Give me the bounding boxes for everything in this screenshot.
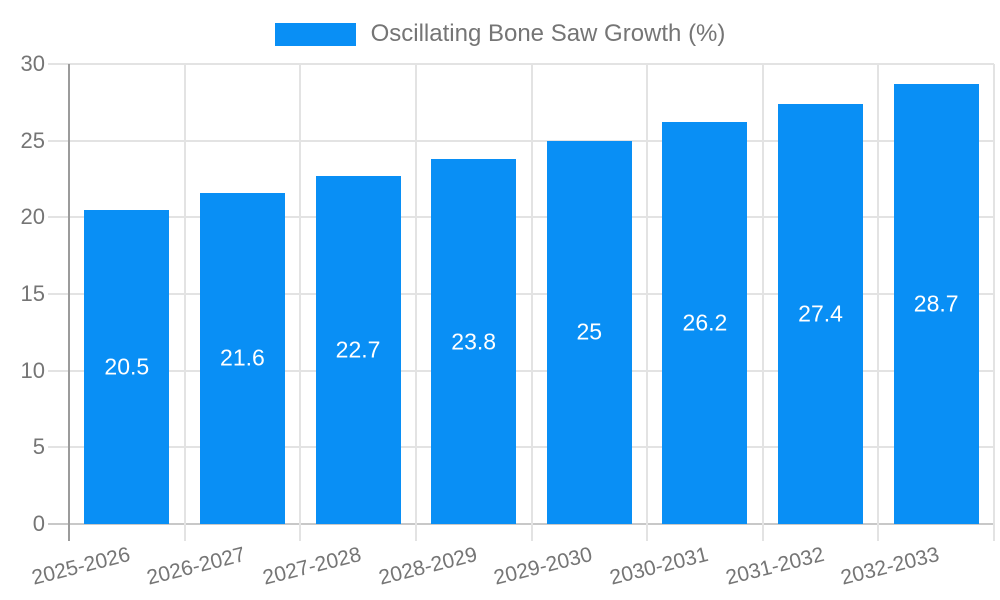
bar-value-label: 20.5: [104, 353, 150, 380]
y-tick-label: 15: [20, 281, 45, 306]
y-axis-line: [68, 64, 70, 541]
bar[interactable]: 28.7: [893, 83, 979, 524]
legend-label: Oscillating Bone Saw Growth (%): [370, 20, 726, 47]
gridline-vertical: [299, 64, 302, 541]
bar-value-label: 25: [576, 318, 603, 345]
gridline-vertical: [414, 64, 417, 541]
gridline-vertical: [183, 64, 186, 541]
bar-value-label: 21.6: [220, 344, 265, 371]
bar[interactable]: 25: [546, 140, 632, 524]
y-tick-label: 10: [20, 357, 45, 383]
bar-value-label: 27.4: [798, 300, 843, 327]
bar-value-label: 23.8: [451, 328, 497, 355]
gridline-vertical: [646, 64, 649, 541]
gridline-horizontal: [48, 216, 994, 219]
bar[interactable]: 20.5: [84, 209, 170, 524]
gridline-horizontal: [48, 139, 994, 142]
bar[interactable]: 26.2: [662, 122, 748, 524]
gridline-vertical: [530, 64, 533, 541]
bar[interactable]: 23.8: [431, 159, 517, 524]
gridline-horizontal: [48, 293, 994, 295]
gridline-horizontal: [48, 446, 994, 449]
y-tick-label: 20: [20, 204, 45, 230]
gridline-vertical: [761, 64, 764, 541]
y-tick-label: 25: [20, 127, 45, 153]
legend-swatch: [274, 22, 356, 46]
gridline-vertical: [993, 64, 995, 541]
legend-item[interactable]: Oscillating Bone Saw Growth (%): [0, 20, 1000, 48]
y-tick-label: 0: [32, 511, 45, 536]
gridline-horizontal: [48, 369, 994, 372]
bar-value-label: 22.7: [335, 336, 381, 363]
bar[interactable]: 22.7: [315, 175, 401, 524]
y-tick-label: 5: [32, 434, 45, 460]
bar[interactable]: 21.6: [199, 192, 285, 524]
y-tick-label: 30: [20, 51, 45, 76]
plot-area: 20.5 21.6 22.7 23.8 25 26.2 27.4 28.7: [48, 63, 995, 541]
bar-value-label: 28.7: [913, 290, 959, 317]
x-axis-baseline: [48, 523, 994, 525]
bar-value-label: 26.2: [682, 309, 728, 336]
gridline-vertical: [877, 64, 880, 541]
bar[interactable]: 27.4: [778, 103, 864, 524]
gridline-horizontal: [48, 63, 994, 65]
